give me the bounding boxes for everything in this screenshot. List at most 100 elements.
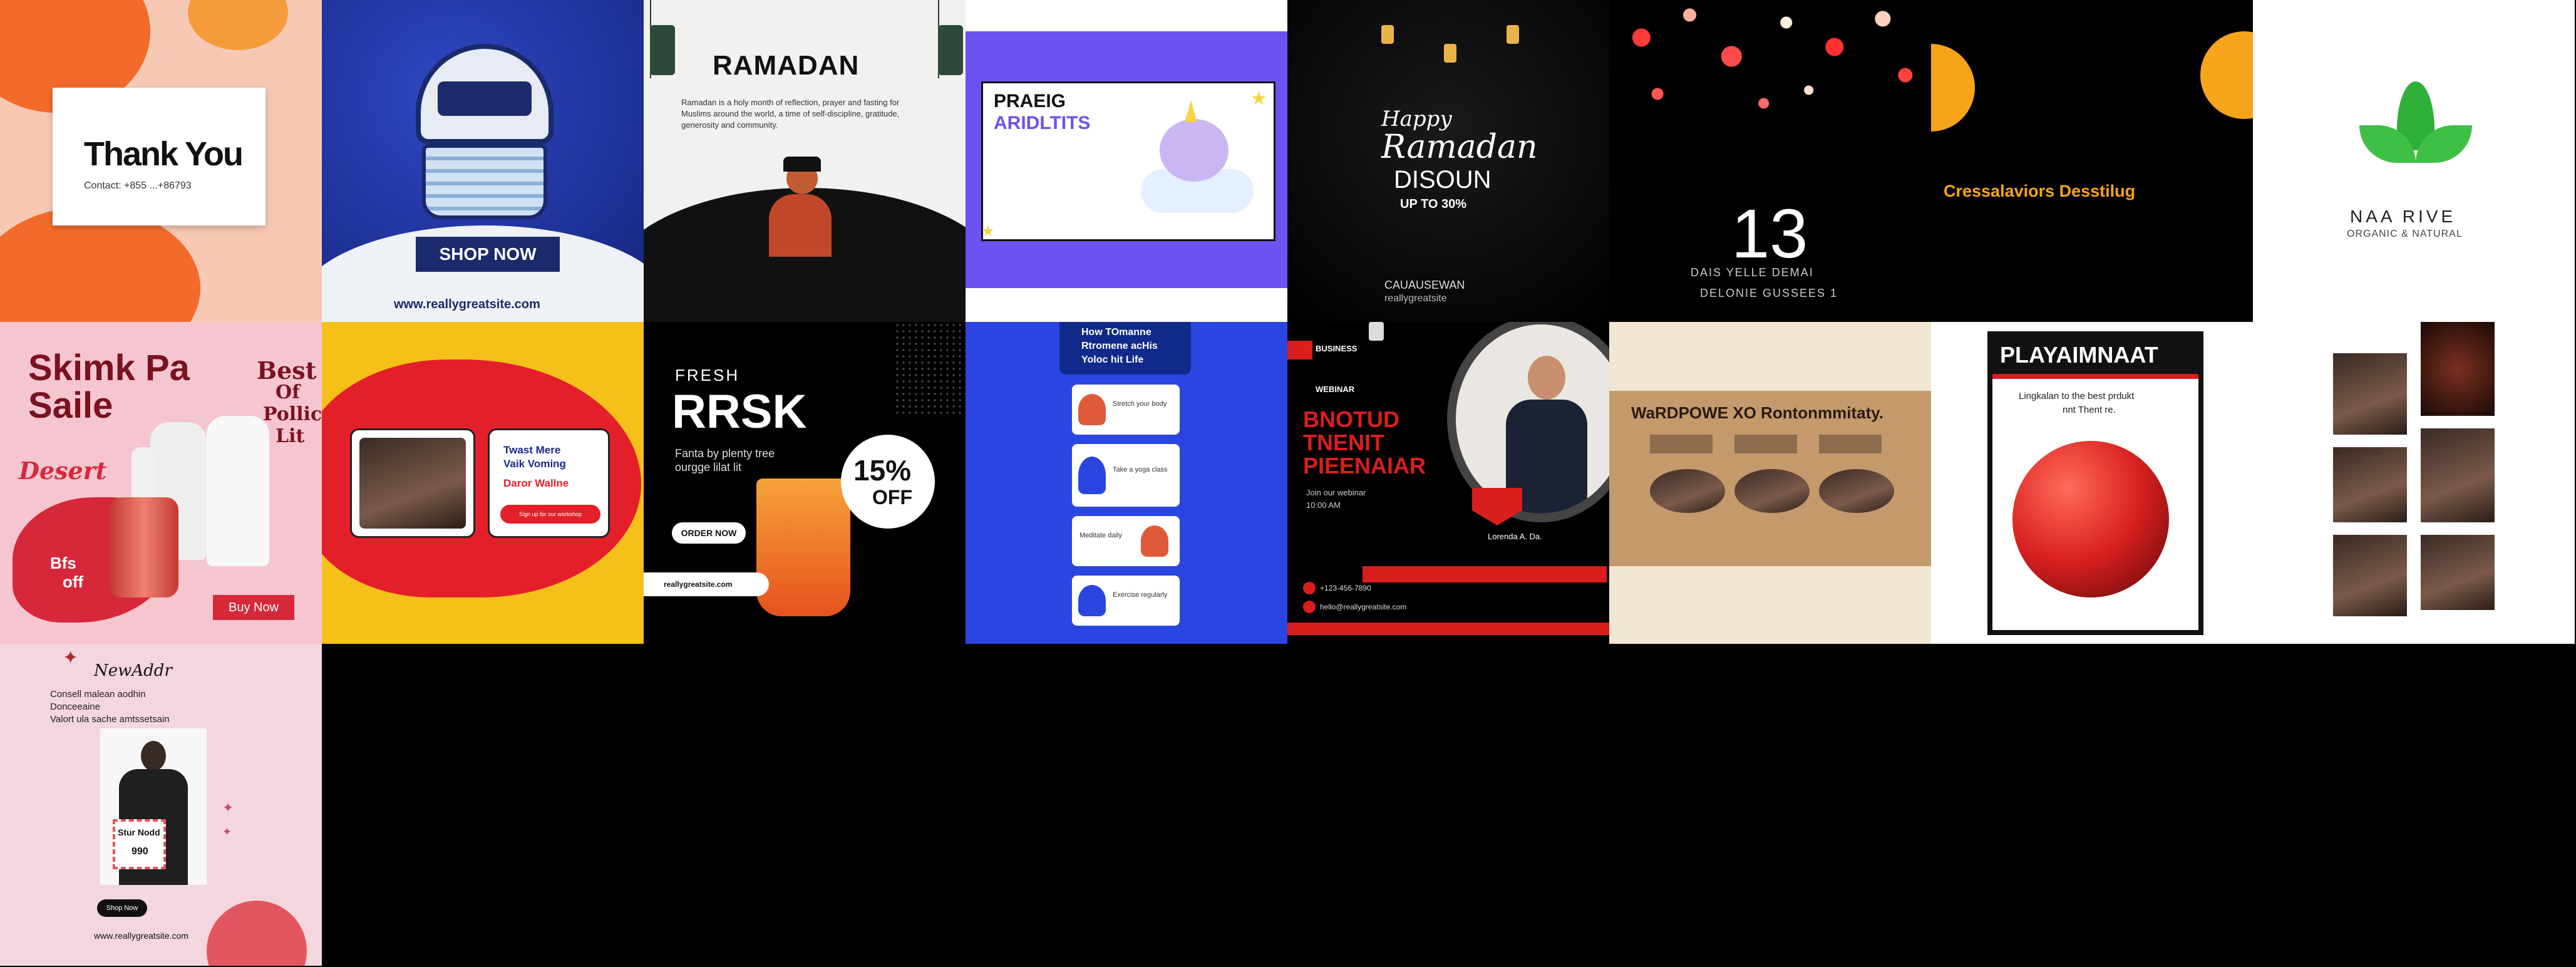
newdrop-line1: Consell malean aodhin (50, 689, 146, 700)
dome-base (422, 144, 547, 219)
tile-wordpress[interactable]: WaRDPOWE XO Rontonmmitaty. (1609, 322, 1931, 644)
newdrop-url[interactable]: www.reallygreatsite.com (94, 931, 188, 941)
bokeh-lights (1609, 0, 1931, 188)
business-title-line1: BNOTUD (1303, 406, 1399, 432)
speaker-name: Lorenda A. Da. (1488, 532, 1542, 541)
figure-icon (1078, 394, 1106, 425)
juice-sub2: ourgge lilat lit (675, 461, 742, 473)
tile-preschool[interactable]: PRAEIG ARIDLTITS ★ ★ (966, 0, 1287, 322)
skincare-title-line2: Saile (28, 385, 113, 426)
playa-header-band (1992, 336, 2198, 374)
step-label: Meditate daily (1079, 532, 1122, 539)
photo-circle-2 (1734, 469, 1810, 513)
photo-circle-1 (1650, 469, 1725, 513)
happy-label: Happy (1381, 106, 1452, 132)
order-now-label: ORDER NOW (681, 528, 737, 538)
figure-icon (1078, 585, 1106, 616)
red-tag-bar (1287, 341, 1312, 359)
step-label: Stretch your body (1113, 400, 1167, 408)
collage-photo-3 (2421, 428, 2495, 522)
shop-now-pill[interactable]: Shop Now (97, 899, 147, 917)
tile-business[interactable]: BUSINESS WEBINAR BNOTUD TNENIT PIEENAIAR… (1287, 322, 1609, 644)
thank-you-contact: Contact: +855 ...+86793 (84, 180, 192, 191)
ramadan-lamp-icon (1369, 322, 1384, 341)
tile-collage[interactable] (2253, 322, 2575, 644)
dome-window (438, 81, 532, 116)
lantern-icon-left (650, 0, 675, 78)
sticker-text: Stur Nodd (118, 827, 160, 837)
tile-new-drop[interactable]: ✦ NewAddr Consell malean aodhin Donceeai… (0, 644, 322, 966)
skincare-badge2: off (63, 572, 84, 591)
phone-icon (1303, 582, 1316, 594)
shop-now-button[interactable]: SHOP NOW (416, 237, 560, 272)
tile-black-orange[interactable]: Cressalaviors Desstilug (1931, 0, 2253, 322)
lantern-icon-2 (1444, 44, 1456, 63)
sparkle-icon-2: ✦ (222, 825, 232, 839)
tile-howto[interactable]: How TOmanne Rtromene acHis Yoloc hit Lif… (966, 322, 1287, 644)
url-pill[interactable]: reallygreatsite.com (644, 572, 769, 596)
dot-pattern (894, 322, 966, 416)
skincare-side2: Of (276, 381, 301, 403)
skincare-badge1: Bfs (50, 554, 76, 572)
workshop-line3: Daror Wallne (503, 477, 569, 489)
business-subtag: WEBINAR (1316, 385, 1355, 394)
lantern-icon-1 (1381, 25, 1394, 44)
wordpress-title: WaRDPOWE XO Rontonmmitaty. (1631, 403, 1883, 422)
speaker-figure (1506, 356, 1587, 514)
howto-header (1059, 322, 1191, 375)
workshop-button[interactable]: Sign up for our workshop (500, 505, 600, 524)
ramadan-body: Ramadan is a holy month of reflection, p… (681, 98, 900, 130)
buy-now-button[interactable]: Buy Now (213, 595, 294, 620)
collage-photo-2 (2421, 322, 2495, 416)
business-tag: BUSINESS (1316, 344, 1358, 353)
business-email[interactable]: hello@reallygreatsite.com (1320, 602, 1407, 611)
countdown-line1: DAIS YELLE DEMAI (1691, 266, 1814, 279)
business-info2: 10:00 AM (1306, 500, 1341, 510)
step-label: Exercise regularly (1113, 591, 1168, 599)
ramadan-title: RAMADAN (713, 50, 860, 81)
step-card-2: Take a yoga class (1072, 444, 1180, 507)
tile-workshop[interactable]: Twast Mere Vaik Voming Daror Wallne Sign… (322, 322, 644, 644)
step-card-1: Stretch your body (1072, 385, 1180, 435)
preschool-title-line2: ARIDLTITS (994, 113, 1091, 133)
tile-shop-now[interactable]: SHOP NOW www.reallygreatsite.com (322, 0, 644, 322)
tile-nature[interactable]: NAA RIVE ORGANIC & NATURAL (2253, 0, 2575, 322)
maple-leaf-icon: ✦ (63, 647, 79, 669)
orange-circle-right (2200, 31, 2253, 119)
star-icon-small: ★ (981, 222, 995, 240)
red-strip (1363, 566, 1607, 582)
dropper-bottle (110, 447, 178, 597)
skincare-script: Desert (19, 457, 107, 485)
howto-header-line2: Rtromene acHis (1081, 341, 1158, 351)
footer-site[interactable]: reallygreatsite (1384, 293, 1447, 304)
tile-countdown[interactable]: 13 DAIS YELLE DEMAI DELONIE GUSSEES 1 (1609, 0, 1931, 322)
tile-thank-you[interactable]: Thank You Contact: +855 ...+86793 (0, 0, 322, 322)
tile-ramadan[interactable]: RAMADAN Ramadan is a holy month of refle… (644, 0, 966, 322)
tile-happy-ramadan[interactable]: Happy Ramadan DISOUN UP TO 30% CAUAUSEWA… (1287, 0, 1609, 322)
tile-juice[interactable]: FRESH RRSK Fanta by plenty tree ourgge l… (644, 322, 966, 644)
business-title-line3: PIEENAIAR (1303, 453, 1426, 478)
speaker-portrait-frame (1447, 322, 1609, 522)
step-card-4: Exercise regularly (1072, 576, 1180, 626)
step-card-3: Meditate daily (1072, 516, 1180, 566)
tile-playa[interactable]: PLAYAIMNAAT Lingkalan to the best prdukt… (1931, 322, 2253, 644)
thank-you-card: Thank You Contact: +855 ...+86793 (53, 88, 265, 225)
unicorn-icon (1135, 100, 1254, 213)
orange-blob-top-right (188, 0, 288, 50)
preschool-card (981, 81, 1275, 241)
corner-blob (207, 901, 307, 966)
star-icon: ★ (1250, 88, 1267, 110)
countdown-number: 13 (1731, 195, 1808, 272)
shop-now-url[interactable]: www.reallygreatsite.com (394, 297, 540, 311)
howto-header-line3: Yoloc hit Life (1081, 354, 1144, 365)
skincare-side3: Pollic (263, 403, 322, 425)
business-title-line2: TNENIT (1303, 430, 1384, 455)
business-phone: +123-456-7890 (1320, 584, 1371, 592)
shop-now-label: SHOP NOW (439, 244, 537, 264)
thank-you-title: Thank You (84, 135, 244, 173)
tile-skincare[interactable]: Skimk Pa Saile Best Of Pollic Lit Desert… (0, 322, 322, 644)
order-now-button[interactable]: ORDER NOW (672, 522, 746, 544)
juice-title: RRSK (672, 385, 807, 438)
discount-label: DISOUN (1394, 166, 1492, 194)
sticker-price: 990 (131, 846, 148, 857)
